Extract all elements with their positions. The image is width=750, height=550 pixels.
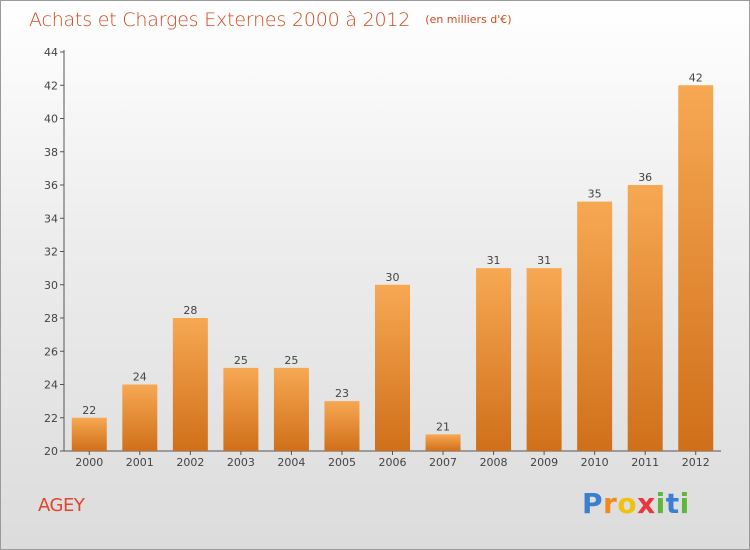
bar-value-label: 30 (386, 271, 400, 284)
y-tick-label: 24 (44, 379, 58, 392)
y-tick-label: 40 (44, 113, 58, 126)
bar-2005 (324, 401, 360, 451)
bar-value-label: 22 (82, 404, 96, 417)
x-tick-label: 2001 (126, 456, 154, 469)
bar-2011 (627, 185, 663, 451)
y-tick-label: 28 (44, 312, 58, 325)
x-tick-label: 2007 (429, 456, 457, 469)
y-tick-label: 32 (44, 246, 58, 259)
x-tick-label: 2010 (581, 456, 609, 469)
bar-value-label: 31 (487, 254, 501, 267)
bar-value-label: 24 (133, 371, 147, 384)
bar-2000 (71, 417, 107, 451)
bar-value-label: 25 (234, 354, 248, 367)
logo-letter: P (582, 487, 604, 520)
bar-value-label: 28 (183, 304, 197, 317)
x-tick-label: 2009 (530, 456, 558, 469)
chart-bars: 22 24 28 25 25 23 30 21 31 31 35 36 42 (71, 71, 714, 451)
chart-title-text: Achats et Charges Externes 2000 à 2012 (29, 9, 411, 31)
bar-2009 (526, 268, 562, 451)
x-tick-label: 2005 (328, 456, 356, 469)
logo-letter: t (665, 487, 680, 520)
bar-value-label: 25 (284, 354, 298, 367)
bar-value-label: 36 (638, 171, 652, 184)
chart-title: Achats et Charges Externes 2000 à 2012 (… (29, 9, 512, 31)
x-tick-label: 2004 (277, 456, 305, 469)
x-tick-label: 2011 (631, 456, 659, 469)
logo-letter: i (655, 487, 666, 520)
x-tick-label: 2006 (379, 456, 407, 469)
x-tick-label: 2002 (176, 456, 204, 469)
bar-value-label: 31 (537, 254, 551, 267)
y-tick-label: 26 (44, 345, 58, 358)
bar-2002 (172, 318, 208, 451)
x-tick-label: 2000 (75, 456, 103, 469)
logo-letter: x (637, 487, 656, 520)
logo-letter: r (603, 487, 618, 520)
bar-2003 (223, 367, 259, 451)
y-tick-label: 20 (44, 445, 58, 458)
x-tick-label: 2008 (480, 456, 508, 469)
y-tick-label: 30 (44, 279, 58, 292)
y-tick-label: 22 (44, 412, 58, 425)
logo-letter: o (617, 487, 638, 520)
bar-2007 (425, 434, 461, 451)
bar-value-label: 35 (588, 188, 602, 201)
y-tick-label: 44 (44, 46, 58, 59)
bar-2001 (122, 384, 158, 451)
bar-2004 (273, 367, 309, 451)
bar-2010 (577, 201, 613, 451)
bar-value-label: 21 (436, 420, 450, 433)
y-tick-label: 38 (44, 146, 58, 159)
bar-2008 (476, 268, 512, 451)
x-tick-label: 2003 (227, 456, 255, 469)
bar-2006 (375, 284, 410, 451)
chart-unit: (en milliers d'€) (425, 13, 512, 26)
commune-name: AGEY (38, 495, 85, 516)
bar-2012 (678, 85, 714, 451)
logo-letter: i (679, 487, 690, 520)
bar-value-label: 42 (689, 71, 703, 84)
y-tick-label: 42 (44, 79, 58, 92)
y-tick-label: 36 (44, 179, 58, 192)
y-tick-label: 34 (44, 212, 58, 225)
x-tick-label: 2012 (682, 456, 710, 469)
proxiti-logo[interactable]: Proxiti (582, 487, 690, 520)
bar-value-label: 23 (335, 387, 349, 400)
